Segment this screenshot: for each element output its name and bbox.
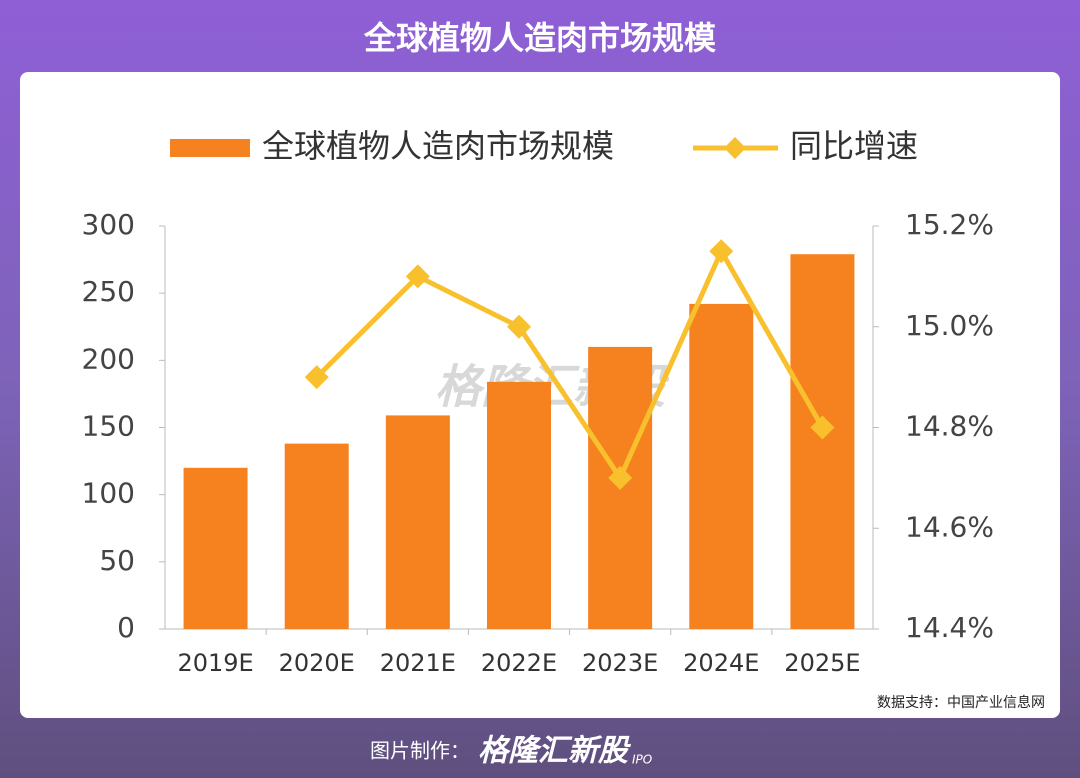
bar [385, 415, 450, 629]
x-tick-label: 2025E [784, 649, 860, 677]
x-tick-label: 2019E [177, 649, 253, 677]
y-tick-label: 250 [82, 275, 135, 308]
y-tick-label: 200 [82, 342, 135, 375]
line-marker [709, 239, 734, 264]
y-tick-label: 0 [117, 611, 135, 644]
bar [487, 381, 551, 629]
x-tick-label: 2022E [481, 649, 557, 677]
line [314, 245, 825, 484]
page-title: 全球植物人造肉市场规模 [363, 19, 716, 57]
y-tick-label: 300 [82, 208, 135, 241]
legend-swatch [170, 139, 250, 157]
line-marker [810, 415, 835, 440]
line-marker [304, 365, 329, 390]
line-marker [405, 264, 430, 289]
bar [284, 443, 349, 629]
y2-tick-label: 14.8% [905, 410, 994, 443]
bar [790, 254, 855, 629]
y2-tick-label: 14.6% [905, 510, 994, 543]
x-tick-label: 2024E [683, 649, 759, 677]
line-marker [608, 465, 633, 490]
credit-label: 图片制作： [370, 739, 470, 763]
y2-tick-label: 15.2% [905, 208, 994, 241]
legend-label: 全球植物人造肉市场规模 [262, 127, 614, 165]
source: 数据支持：中国产业信息网 [877, 694, 1045, 711]
x-tick-label: 2021E [380, 649, 456, 677]
legend-marker [724, 137, 746, 159]
y2-tick-label: 15.0% [905, 309, 994, 342]
y-tick-label: 100 [82, 477, 135, 510]
y2-tick-label: 14.4% [905, 611, 994, 644]
y-tick-label: 150 [82, 410, 135, 443]
credit-logo: 格隆汇新股 [478, 734, 631, 769]
logo-suffix: IPO [632, 753, 652, 767]
bar [183, 467, 248, 629]
x-tick-label: 2020E [279, 649, 355, 677]
x-tick-label: 2023E [582, 649, 658, 677]
bar [689, 303, 754, 629]
y-tick-label: 50 [99, 544, 135, 577]
line-marker [507, 314, 531, 339]
legend-label: 同比增速 [790, 127, 918, 165]
